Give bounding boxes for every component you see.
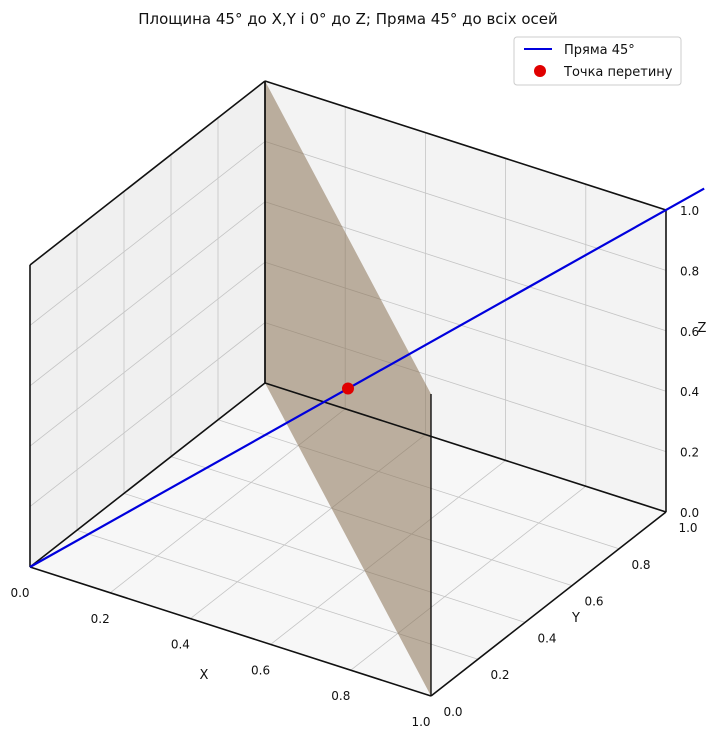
z-tick-label: 0.0 <box>680 506 699 520</box>
grid-line-z <box>29 201 266 387</box>
pane-yz <box>30 81 265 567</box>
grid-line-z <box>29 322 266 507</box>
y-tick-label: 0.4 <box>537 631 556 645</box>
x-axis-label: X <box>200 668 209 683</box>
axis-box-edge <box>430 511 667 697</box>
series-line <box>29 187 705 568</box>
z-tick-label: 0.6 <box>680 325 699 339</box>
axis-box-edge <box>29 382 266 568</box>
data-layer <box>29 187 705 568</box>
y-tick-label: 0.8 <box>631 558 650 572</box>
y-tick-label: 0.2 <box>490 668 509 682</box>
y-tick-label: 0.6 <box>584 595 603 609</box>
z-axis-label: Z <box>698 321 707 336</box>
legend-point-swatch <box>534 65 546 77</box>
z-tick-label: 0.4 <box>680 385 699 399</box>
legend: Пряма 45° Точка перетину <box>513 36 682 86</box>
x-tick-label: 0.4 <box>171 638 190 652</box>
legend-label-point: Точка перетину <box>563 65 673 80</box>
z-tick-label: 0.8 <box>680 264 699 278</box>
intersection-point <box>342 382 354 395</box>
tick-labels: 0.00.20.40.60.81.00.00.20.40.60.81.00.00… <box>10 204 699 729</box>
grid-line-z <box>29 261 266 447</box>
axis-box-edge <box>264 382 667 513</box>
x-tick-label: 0.6 <box>251 663 270 677</box>
x-tick-label: 0.0 <box>10 586 29 600</box>
z-tick-label: 1.0 <box>680 204 699 218</box>
x-tick-label: 0.2 <box>91 612 110 626</box>
z-tick-label: 0.2 <box>680 446 699 460</box>
chart-title: Площина 45° до X,Y і 0° до Z; Пряма 45° … <box>138 10 558 28</box>
axis-box-edge <box>29 80 266 266</box>
grid-line-z <box>264 141 667 271</box>
legend-label-line: Пряма 45° <box>564 43 635 58</box>
x-tick-label: 0.8 <box>331 689 350 703</box>
x-tick-label: 1.0 <box>411 715 430 729</box>
grid-line-y <box>123 493 526 623</box>
y-tick-label: 1.0 <box>678 521 697 535</box>
y-axis-label: Y <box>571 611 580 626</box>
grid-line-z <box>29 141 266 326</box>
legend-box <box>513 36 682 86</box>
axis-box-edges <box>29 80 667 697</box>
grid-line-x <box>350 485 587 671</box>
y-tick-label: 0.0 <box>443 705 462 719</box>
axis-box-edge <box>264 80 667 211</box>
axis-box-edge <box>29 566 432 697</box>
